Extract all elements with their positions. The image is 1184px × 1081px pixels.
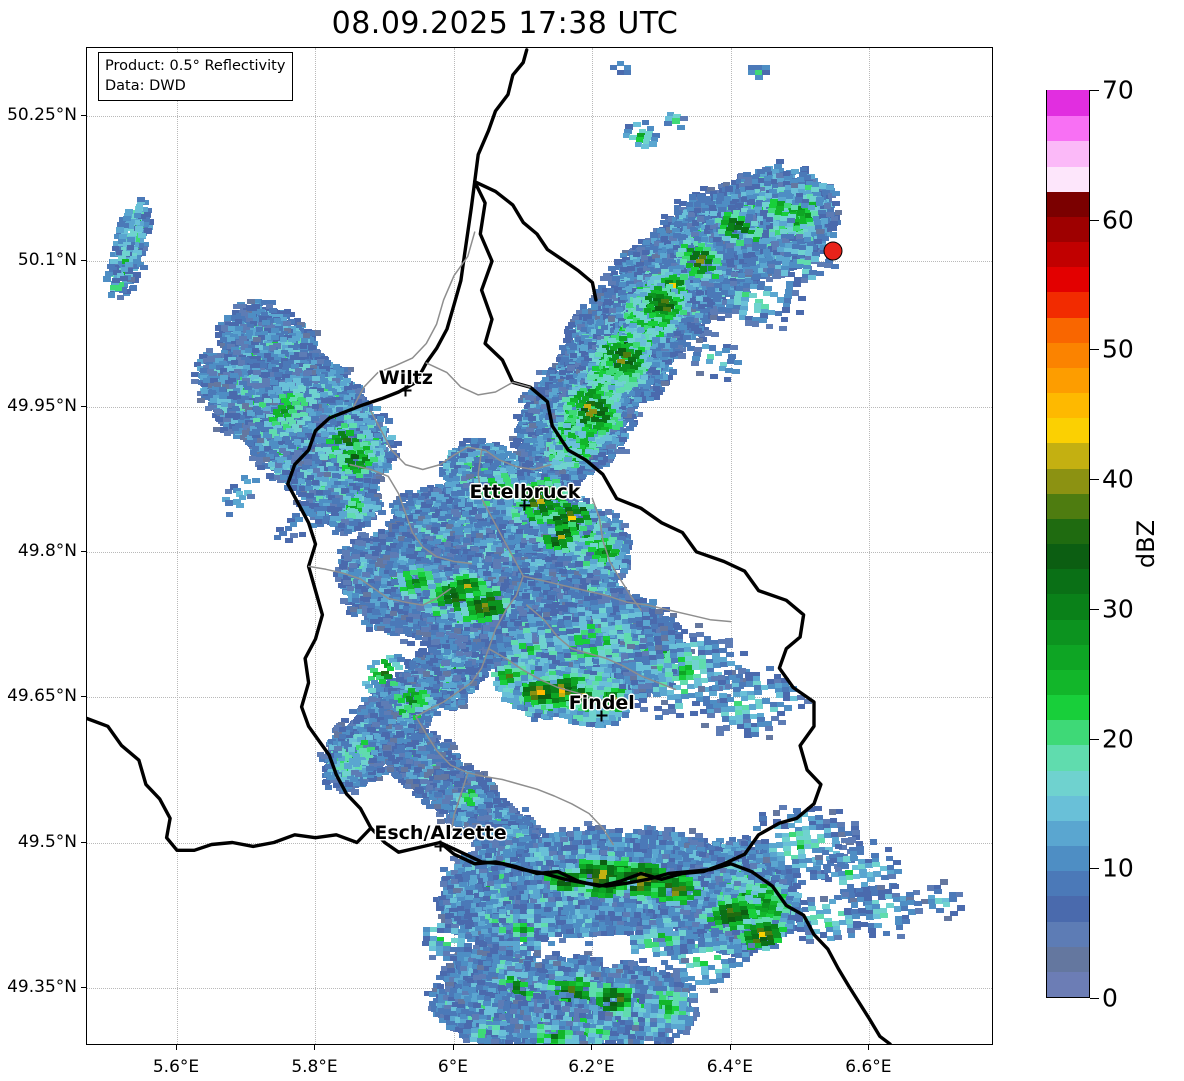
radar-cell [144, 228, 152, 234]
gridline-horizontal [87, 115, 992, 117]
radar-cell [124, 212, 132, 218]
radar-cell [135, 204, 144, 210]
radar-cell [138, 214, 146, 220]
radar-cell [116, 227, 124, 233]
radar-cell [140, 242, 149, 248]
radar-cell [114, 234, 123, 240]
radar-cell [123, 216, 132, 222]
radar-cell [112, 240, 121, 247]
gridline-vertical [177, 48, 178, 1044]
radar-cell [145, 224, 153, 230]
radar-cell [141, 199, 150, 206]
radar-cell [130, 224, 139, 230]
radar-cell [117, 222, 125, 228]
radar-cell [138, 232, 147, 238]
radar-cell [126, 224, 134, 230]
radar-cell [119, 233, 127, 239]
radar-cell [129, 230, 138, 236]
radar-cell [144, 207, 153, 213]
radar-cell [121, 223, 130, 229]
radar-cell [120, 228, 129, 234]
radar-cell [133, 213, 142, 219]
radar-cell [125, 208, 133, 214]
radar-cell [128, 213, 137, 219]
radar-cell [142, 216, 150, 223]
gridline-vertical [869, 48, 871, 1044]
radar-cell [140, 245, 148, 252]
radar-cell [129, 209, 138, 216]
radar-cell [134, 229, 143, 235]
radar-cell [141, 222, 149, 228]
radar-cell [146, 219, 154, 225]
gridline-vertical [730, 48, 732, 1044]
radar-cell [143, 211, 152, 217]
gridline-horizontal [87, 261, 992, 263]
page-title: 08.09.2025 17:38 UTC [0, 6, 1010, 41]
radar-cell [123, 236, 132, 242]
radar-cell [139, 206, 148, 212]
radar-cell [135, 226, 143, 232]
map-canvas [87, 48, 992, 1044]
radar-cell [132, 219, 140, 226]
map-plot-area [86, 47, 993, 1045]
radar-cell [118, 216, 127, 222]
radar-cell [133, 233, 142, 239]
radar-cell [127, 218, 136, 225]
radar-cell [137, 197, 146, 203]
radar-cell [132, 238, 140, 244]
radar-cell [134, 209, 143, 215]
radar-cell [136, 221, 145, 227]
radar-cell [137, 217, 146, 223]
radar-cell [124, 232, 132, 238]
radar-cell [136, 239, 145, 245]
